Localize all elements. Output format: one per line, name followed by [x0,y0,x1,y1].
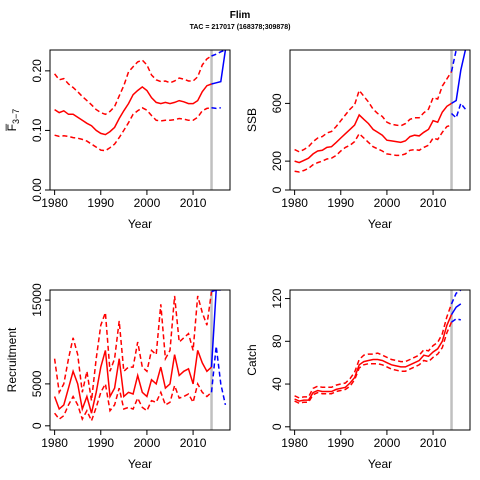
catch-panel: 1980 1990 2000 2010 0 40 80 120 Year Catch [245,288,471,471]
series-hist-low [294,321,453,405]
chart-title: Flim [229,10,251,21]
fbar-panel: 1980 1990 2000 2010 0.00 0.10 0.20 Year F̅3−7 [5,49,231,231]
series-proj-low [451,318,461,323]
series-hist-high [53,291,213,401]
x-tick-label: 1990 [87,436,114,450]
y-tick-label: 600 [270,93,284,113]
y-tick-label: 0 [270,186,284,193]
series-hist-low [54,381,213,423]
x-tick-label: 1990 [87,196,114,210]
x-tick-label: 1980 [41,196,68,210]
series-proj-mid [210,290,221,368]
x-tick-label: 2010 [180,436,207,450]
series-proj-high [450,290,462,305]
y-tick-label: 200 [270,151,284,171]
series-hist-high [294,303,453,399]
y-tick-label: 0.20 [30,59,44,83]
series-proj-high [211,50,226,57]
y-axis-title: F̅3−7 [5,109,21,132]
series-hist-mid [54,83,212,136]
recruitment-panel: 1980 1990 2000 2010 0 5000 15000 Year Recruitmen… [5,283,231,471]
plot-frame [289,49,471,191]
y-tick-label: 80 [270,334,284,348]
plot-area [54,50,227,190]
x-tick-label: 1990 [327,436,354,450]
series-proj-mid [450,303,462,315]
plot-area [294,290,462,430]
x-tick-label: 2010 [420,196,447,210]
plot-frame [49,289,231,431]
series-hist-low [54,106,212,152]
x-axis-title: Year [128,457,152,471]
x-tick-label: 1980 [281,196,308,210]
y-axis-title: Recruitment [5,327,19,392]
x-tick-label: 1990 [327,196,354,210]
x-tick-label: 2000 [374,436,401,450]
y-axis-title: SSB [245,108,259,132]
x-axis-title: Year [128,217,152,231]
x-tick-label: 1980 [281,436,308,450]
series-proj-low [450,101,466,120]
plot-area [53,290,227,430]
x-tick-label: 2010 [420,436,447,450]
plot-frame [289,289,471,431]
y-tick-label: 120 [270,288,284,308]
chart-subtitle: TAC = 217017 (168378;309878) [189,24,291,31]
series-proj-low [210,346,227,406]
x-tick-label: 2010 [180,196,207,210]
y-tick-label: 40 [270,377,284,391]
y-tick-label: 5000 [30,370,44,397]
x-tick-label: 2000 [134,436,161,450]
y-tick-label: 15000 [30,283,44,317]
y-tick-label: 0.10 [30,118,44,142]
plot-area [294,50,467,190]
series-hist-high [294,71,453,153]
plot-frame [49,49,231,191]
y-tick-label: 0 [270,423,284,430]
series-hist-mid [294,102,452,164]
x-axis-title: Year [368,457,392,471]
series-hist-low [294,124,452,173]
ssb-panel: 1980 1990 2000 2010 0 200 600 Year SSB [245,49,471,231]
x-tick-label: 2000 [374,196,401,210]
series-proj-mid [211,50,227,85]
y-tick-label: 0 [30,422,44,429]
y-tick-label: 0.00 [30,178,44,202]
series-hist-mid [53,350,213,414]
series-proj-mid [451,50,467,105]
x-tick-label: 1980 [41,436,68,450]
series-proj-low [211,107,221,110]
y-axis-title: Catch [245,344,259,375]
y-axis-title-subscript: 3−7 [11,109,21,124]
series-hist-mid [294,314,453,402]
series-hist-high [54,55,212,116]
series-proj-high [450,50,457,72]
x-axis-title: Year [368,217,392,231]
x-tick-label: 2000 [134,196,161,210]
